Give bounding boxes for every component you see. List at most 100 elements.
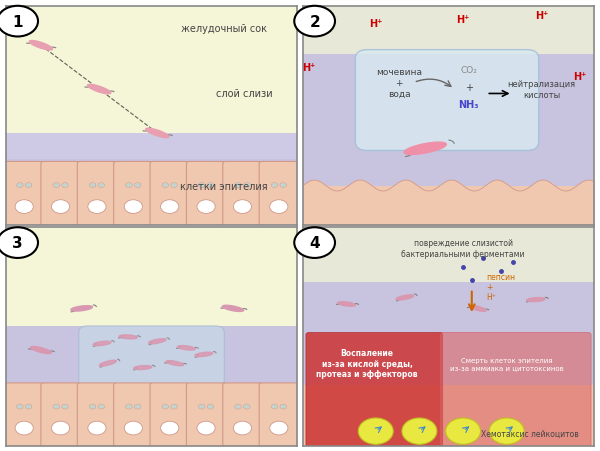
Ellipse shape (195, 352, 213, 357)
Circle shape (125, 404, 132, 409)
FancyBboxPatch shape (41, 383, 80, 449)
Bar (6, 7, 297, 133)
Text: мочевина
+
вода: мочевина + вода (376, 68, 422, 99)
Ellipse shape (396, 295, 413, 300)
Circle shape (0, 7, 38, 37)
Text: CO₂: CO₂ (460, 66, 478, 75)
FancyBboxPatch shape (259, 162, 298, 228)
Circle shape (235, 183, 241, 188)
Bar (303, 385, 594, 446)
Ellipse shape (88, 85, 111, 95)
Circle shape (134, 183, 141, 188)
Circle shape (270, 200, 288, 214)
Circle shape (207, 404, 214, 409)
Ellipse shape (134, 366, 152, 370)
Circle shape (162, 404, 169, 409)
Circle shape (15, 421, 33, 435)
FancyBboxPatch shape (5, 383, 44, 449)
FancyBboxPatch shape (150, 162, 190, 228)
Circle shape (161, 200, 179, 214)
Circle shape (161, 421, 179, 435)
Text: нейтрализация
кислоты: нейтрализация кислоты (508, 80, 575, 100)
Bar (6, 133, 297, 160)
FancyBboxPatch shape (77, 383, 116, 449)
Text: H⁺: H⁺ (311, 13, 324, 23)
Text: слой слизи: слой слизи (217, 89, 273, 99)
Ellipse shape (178, 346, 196, 350)
FancyBboxPatch shape (113, 162, 153, 228)
Ellipse shape (119, 335, 137, 339)
Text: Хемотаксис лейкоцитов: Хемотаксис лейкоцитов (481, 429, 579, 438)
Text: Воспаление
из-за кислой среды,
протеаз и эффекторов: Воспаление из-за кислой среды, протеаз и… (316, 349, 418, 378)
Circle shape (25, 183, 32, 188)
Circle shape (88, 421, 106, 435)
Circle shape (17, 404, 23, 409)
FancyBboxPatch shape (223, 162, 262, 228)
Text: 3: 3 (13, 235, 23, 251)
Text: 1: 1 (13, 14, 23, 30)
Ellipse shape (99, 360, 116, 366)
Circle shape (271, 183, 278, 188)
Circle shape (125, 183, 132, 188)
Circle shape (199, 404, 205, 409)
FancyBboxPatch shape (5, 162, 44, 228)
Text: H⁺: H⁺ (573, 72, 586, 82)
Circle shape (294, 228, 335, 258)
FancyBboxPatch shape (79, 326, 224, 387)
Bar (6, 385, 297, 446)
Ellipse shape (31, 347, 51, 354)
Circle shape (233, 421, 251, 435)
Text: H⁺: H⁺ (369, 19, 382, 29)
Circle shape (53, 404, 59, 409)
Bar (6, 326, 297, 385)
Text: клетки эпителия: клетки эпителия (181, 181, 268, 191)
FancyBboxPatch shape (259, 383, 298, 449)
Bar (303, 282, 594, 385)
Circle shape (89, 183, 96, 188)
FancyBboxPatch shape (187, 162, 226, 228)
Circle shape (124, 421, 142, 435)
Circle shape (271, 404, 278, 409)
Ellipse shape (469, 306, 486, 312)
Ellipse shape (149, 339, 166, 344)
Circle shape (171, 404, 178, 409)
Ellipse shape (404, 143, 446, 155)
Circle shape (244, 404, 250, 409)
Text: Смерть клеток эпителия
из-за аммиака и цитотоксинов: Смерть клеток эпителия из-за аммиака и ц… (450, 357, 563, 370)
Ellipse shape (146, 129, 169, 138)
FancyBboxPatch shape (306, 333, 443, 446)
FancyBboxPatch shape (150, 383, 190, 449)
Text: желудочный сок: желудочный сок (181, 23, 267, 34)
Ellipse shape (527, 298, 545, 302)
Ellipse shape (166, 361, 184, 366)
Circle shape (52, 200, 70, 214)
Circle shape (134, 404, 141, 409)
FancyBboxPatch shape (113, 383, 153, 449)
Ellipse shape (93, 341, 111, 346)
FancyBboxPatch shape (355, 51, 539, 151)
Text: H⁺: H⁺ (535, 10, 548, 20)
FancyBboxPatch shape (440, 333, 591, 446)
Text: 4: 4 (310, 235, 320, 251)
Text: H⁺: H⁺ (302, 63, 316, 73)
Circle shape (162, 183, 169, 188)
Circle shape (270, 421, 288, 435)
Bar (303, 228, 594, 282)
Circle shape (0, 228, 38, 258)
Circle shape (280, 404, 286, 409)
Circle shape (235, 404, 241, 409)
Circle shape (88, 200, 106, 214)
Text: H⁺: H⁺ (457, 15, 470, 25)
Circle shape (207, 183, 214, 188)
Bar (6, 133, 297, 164)
Bar (6, 164, 297, 226)
Circle shape (124, 200, 142, 214)
Circle shape (17, 183, 23, 188)
Bar (303, 186, 594, 226)
Ellipse shape (338, 302, 356, 307)
Circle shape (62, 404, 68, 409)
Circle shape (280, 183, 286, 188)
Circle shape (402, 418, 437, 444)
Bar (6, 228, 297, 326)
FancyBboxPatch shape (77, 162, 116, 228)
